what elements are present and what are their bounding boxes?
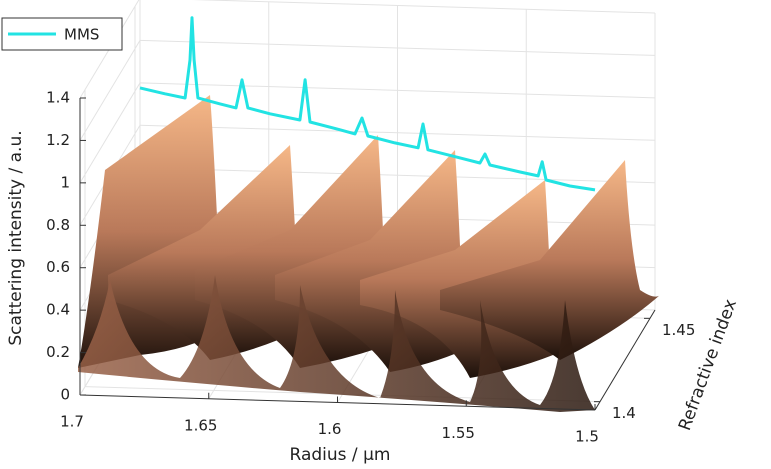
z-tick-label: 0.8 bbox=[46, 216, 70, 234]
z-tick-label: 0.6 bbox=[46, 258, 70, 276]
y-tick-label: 1.45 bbox=[662, 321, 695, 339]
legend: MMS bbox=[1, 17, 123, 51]
grid-line bbox=[79, 40, 141, 141]
y-axis-label: Refractive index bbox=[675, 297, 741, 434]
z-axis-label: Scattering intensity / a.u. bbox=[6, 130, 26, 345]
surface-ridge bbox=[440, 160, 660, 360]
series-line bbox=[139, 16, 596, 192]
y-tick-label: 1.4 bbox=[612, 404, 636, 422]
surface-valley bbox=[78, 275, 595, 412]
axes: 0 0.2 0.4 0.6 0.8 1 1.2 1.4 1.5 1.55 1.6 1.65 1.7 1.4… bbox=[46, 89, 695, 446]
x-tick-label: 1.6 bbox=[318, 420, 342, 438]
y-axis bbox=[594, 309, 656, 411]
z-tick-label: 0.4 bbox=[46, 301, 70, 319]
x-tick-label: 1.55 bbox=[442, 424, 475, 442]
z-tick-label: 1 bbox=[60, 173, 70, 191]
grid-line bbox=[79, 82, 141, 184]
series bbox=[139, 16, 596, 192]
z-tick-label: 1.4 bbox=[46, 89, 70, 107]
z-tick-label: 1.2 bbox=[46, 131, 70, 149]
x-axis-label: Radius / μm bbox=[290, 445, 391, 465]
legend-label: MMS bbox=[64, 26, 99, 44]
x-tick-label: 1.5 bbox=[575, 428, 599, 446]
z-tick-label: 0 bbox=[60, 386, 70, 404]
surface bbox=[78, 95, 660, 412]
z-tick-label: 0.2 bbox=[46, 343, 70, 361]
x-tick-label: 1.65 bbox=[184, 416, 217, 434]
x-axis bbox=[79, 394, 596, 411]
x-tick-label: 1.7 bbox=[60, 413, 84, 431]
